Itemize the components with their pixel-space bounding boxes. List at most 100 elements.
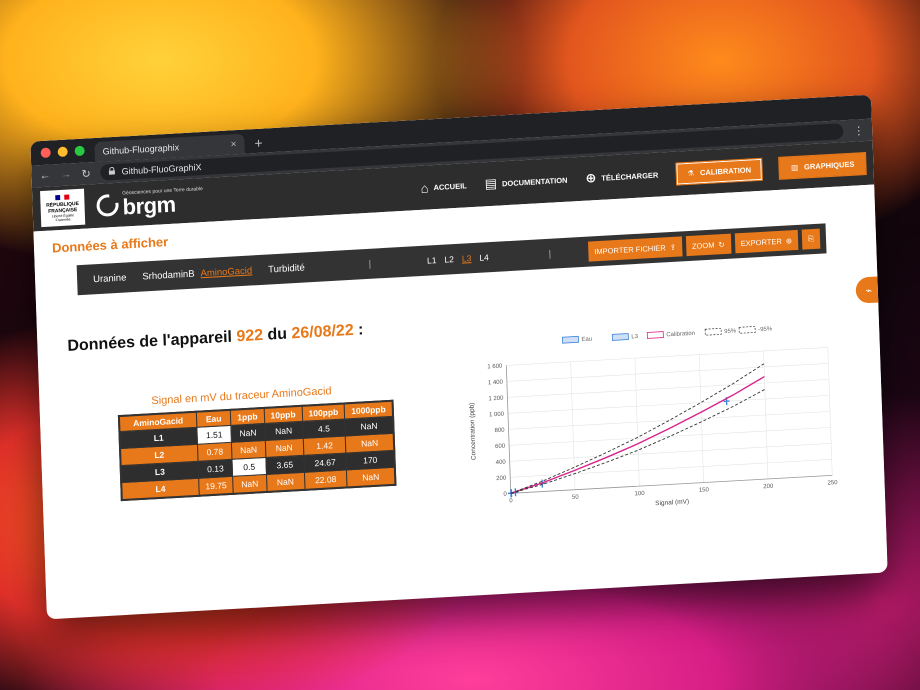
table-cell: 19.75 [198, 476, 234, 496]
tab-l4[interactable]: L4 [479, 252, 489, 263]
download-icon: ⊕ [585, 170, 597, 186]
republique-francaise-logo: RÉPUBLIQUE FRANÇAISE Liberté Égalité Fra… [40, 188, 86, 228]
browser-window: Github-Fluographix × + ← → ↻ Github-Fluo… [30, 94, 888, 620]
legend-swatch [611, 333, 629, 341]
nav-documentation-label: DOCUMENTATION [501, 175, 568, 188]
export-button[interactable]: EXPORTER ⊕ [734, 229, 799, 254]
tab-l3[interactable]: L3 [461, 253, 472, 264]
copy-button[interactable]: ⎘ [801, 228, 821, 250]
table-cell: 0.5 [232, 457, 267, 477]
y-tick-label: 0 [503, 492, 507, 498]
y-tick-label: 800 [494, 428, 505, 435]
action-buttons: IMPORTER FICHIER ⇪ ZOOM ↻ EXPORTER ⊕ ⎘ [587, 228, 821, 262]
device-date: 26/08/22 [291, 321, 354, 343]
tab-l1[interactable]: L1 [426, 255, 437, 266]
nav-telecharger[interactable]: ⊕ TÉLÉCHARGER [585, 167, 658, 187]
legend-label: L3 [631, 334, 639, 340]
close-window-button[interactable] [40, 147, 51, 159]
section-title: Données à afficher [51, 234, 169, 256]
device-title-mid: du [267, 325, 288, 344]
grid-line-x [634, 358, 640, 487]
reload-icon[interactable]: ↻ [81, 167, 91, 181]
calibration-chart[interactable]: 0 200 400 600 800 1 000 1 200 1 400 1 600 0 50 100 1… [457, 315, 843, 521]
rf-motto: Liberté Égalité Fraternité [51, 212, 75, 222]
table-cell: NaN [264, 421, 303, 441]
graphiques-button[interactable]: ▥ GRAPHIQUES [778, 151, 867, 180]
grid-line-y [508, 411, 831, 430]
browser-menu-icon[interactable]: ⋮ [853, 124, 865, 138]
side-chart-tab[interactable]: ⌁ [855, 276, 883, 304]
table-cell: NaN [264, 438, 304, 458]
forward-arrow-icon[interactable]: → [60, 168, 72, 181]
tab-title: Github-Fluographix [102, 142, 180, 157]
legend-label: Calibration [666, 331, 695, 339]
table-cell: NaN [232, 474, 267, 494]
home-icon: ⌂ [420, 179, 429, 196]
legend-label: Eau [581, 337, 592, 344]
tab-srhodaminb[interactable]: SrhodaminB [142, 268, 195, 283]
nav-documentation[interactable]: ▤ DOCUMENTATION [484, 172, 567, 193]
filter-bar: Uranine SrhodaminB AminoGacid Turbidité … [76, 223, 827, 296]
legend-swatch [738, 326, 756, 334]
tab-turbidite[interactable]: Turbidité [267, 261, 305, 276]
grid-line-x [698, 354, 704, 483]
y-tick-label: 200 [496, 476, 507, 483]
y-tick-label: 600 [495, 444, 506, 451]
grid-line-x [763, 350, 769, 479]
grid-line-x [570, 361, 576, 490]
table-cell: NaN [266, 472, 305, 492]
grid-line-y [509, 443, 832, 462]
grid-line-y [509, 427, 831, 446]
separator: | [368, 258, 372, 270]
y-axis [505, 365, 512, 494]
table-cell: NaN [231, 423, 265, 443]
zoom-button[interactable]: ZOOM ↻ [685, 233, 732, 257]
table-cell: NaN [231, 440, 266, 460]
separator-2: | [548, 248, 552, 260]
brand-name: brgm [122, 191, 176, 220]
minimize-window-button[interactable] [57, 146, 68, 158]
page-content: Données à afficher Uranine SrhodaminB Am… [33, 184, 887, 600]
grid-line-y [507, 395, 830, 414]
export-label: EXPORTER [740, 236, 782, 248]
address-text: Github-FluoGraphiX [121, 162, 202, 177]
signal-table: AminoGacid Eau 1ppb 10ppb 100ppb 1000ppb… [117, 399, 397, 502]
import-file-button[interactable]: IMPORTER FICHIER ⇪ [587, 236, 683, 262]
row-label: L4 [121, 478, 200, 501]
y-tick-label: 400 [496, 460, 507, 467]
document-icon: ▤ [484, 175, 498, 192]
table-cell: 3.65 [265, 455, 305, 475]
copy-icon: ⎘ [807, 234, 815, 244]
legend-label: 95% [724, 328, 737, 335]
grid-line-x [827, 347, 833, 476]
x-tick-label: 0 [509, 498, 513, 504]
grid-line-y [507, 379, 829, 398]
nav-accueil[interactable]: ⌂ ACCUEIL [420, 178, 467, 196]
tab-aminogacid[interactable]: AminoGacid [200, 264, 253, 279]
back-arrow-icon[interactable]: ← [39, 169, 51, 183]
device-title: Données de l'appareil 922 du 26/08/22 : [67, 321, 364, 356]
address-bar[interactable]: Github-FluoGraphiX [100, 123, 844, 181]
tab-close-icon[interactable]: × [230, 138, 237, 150]
window-controls [30, 138, 95, 166]
line-chart-icon: ⌁ [865, 284, 873, 297]
download-circle-icon: ⊕ [785, 235, 793, 246]
legend-swatch [561, 335, 579, 344]
graphiques-label: GRAPHIQUES [803, 159, 855, 171]
device-title-suffix: : [357, 321, 364, 339]
y-axis-label: Concentration (ppb) [469, 402, 478, 460]
device-id: 922 [236, 326, 264, 346]
series-line-Calibration [510, 375, 765, 494]
calibration-label: CALIBRATION [699, 164, 752, 177]
y-tick-label: 1 600 [487, 364, 503, 371]
tab-l2[interactable]: L2 [444, 254, 455, 265]
maximize-window-button[interactable] [74, 145, 85, 157]
table-cell: 22.08 [304, 469, 348, 490]
new-tab-button[interactable]: + [254, 134, 263, 152]
x-tick-label: 150 [699, 487, 710, 494]
brgm-logo[interactable]: Géosciences pour une Terre durable brgm [96, 186, 204, 220]
tab-uranine[interactable]: Uranine [92, 271, 127, 285]
french-flag-icon [55, 194, 70, 200]
calibration-button[interactable]: ⚗ CALIBRATION [674, 157, 764, 186]
browser-toolbar: ← → ↻ Github-FluoGraphiX ⋮ [31, 118, 873, 188]
